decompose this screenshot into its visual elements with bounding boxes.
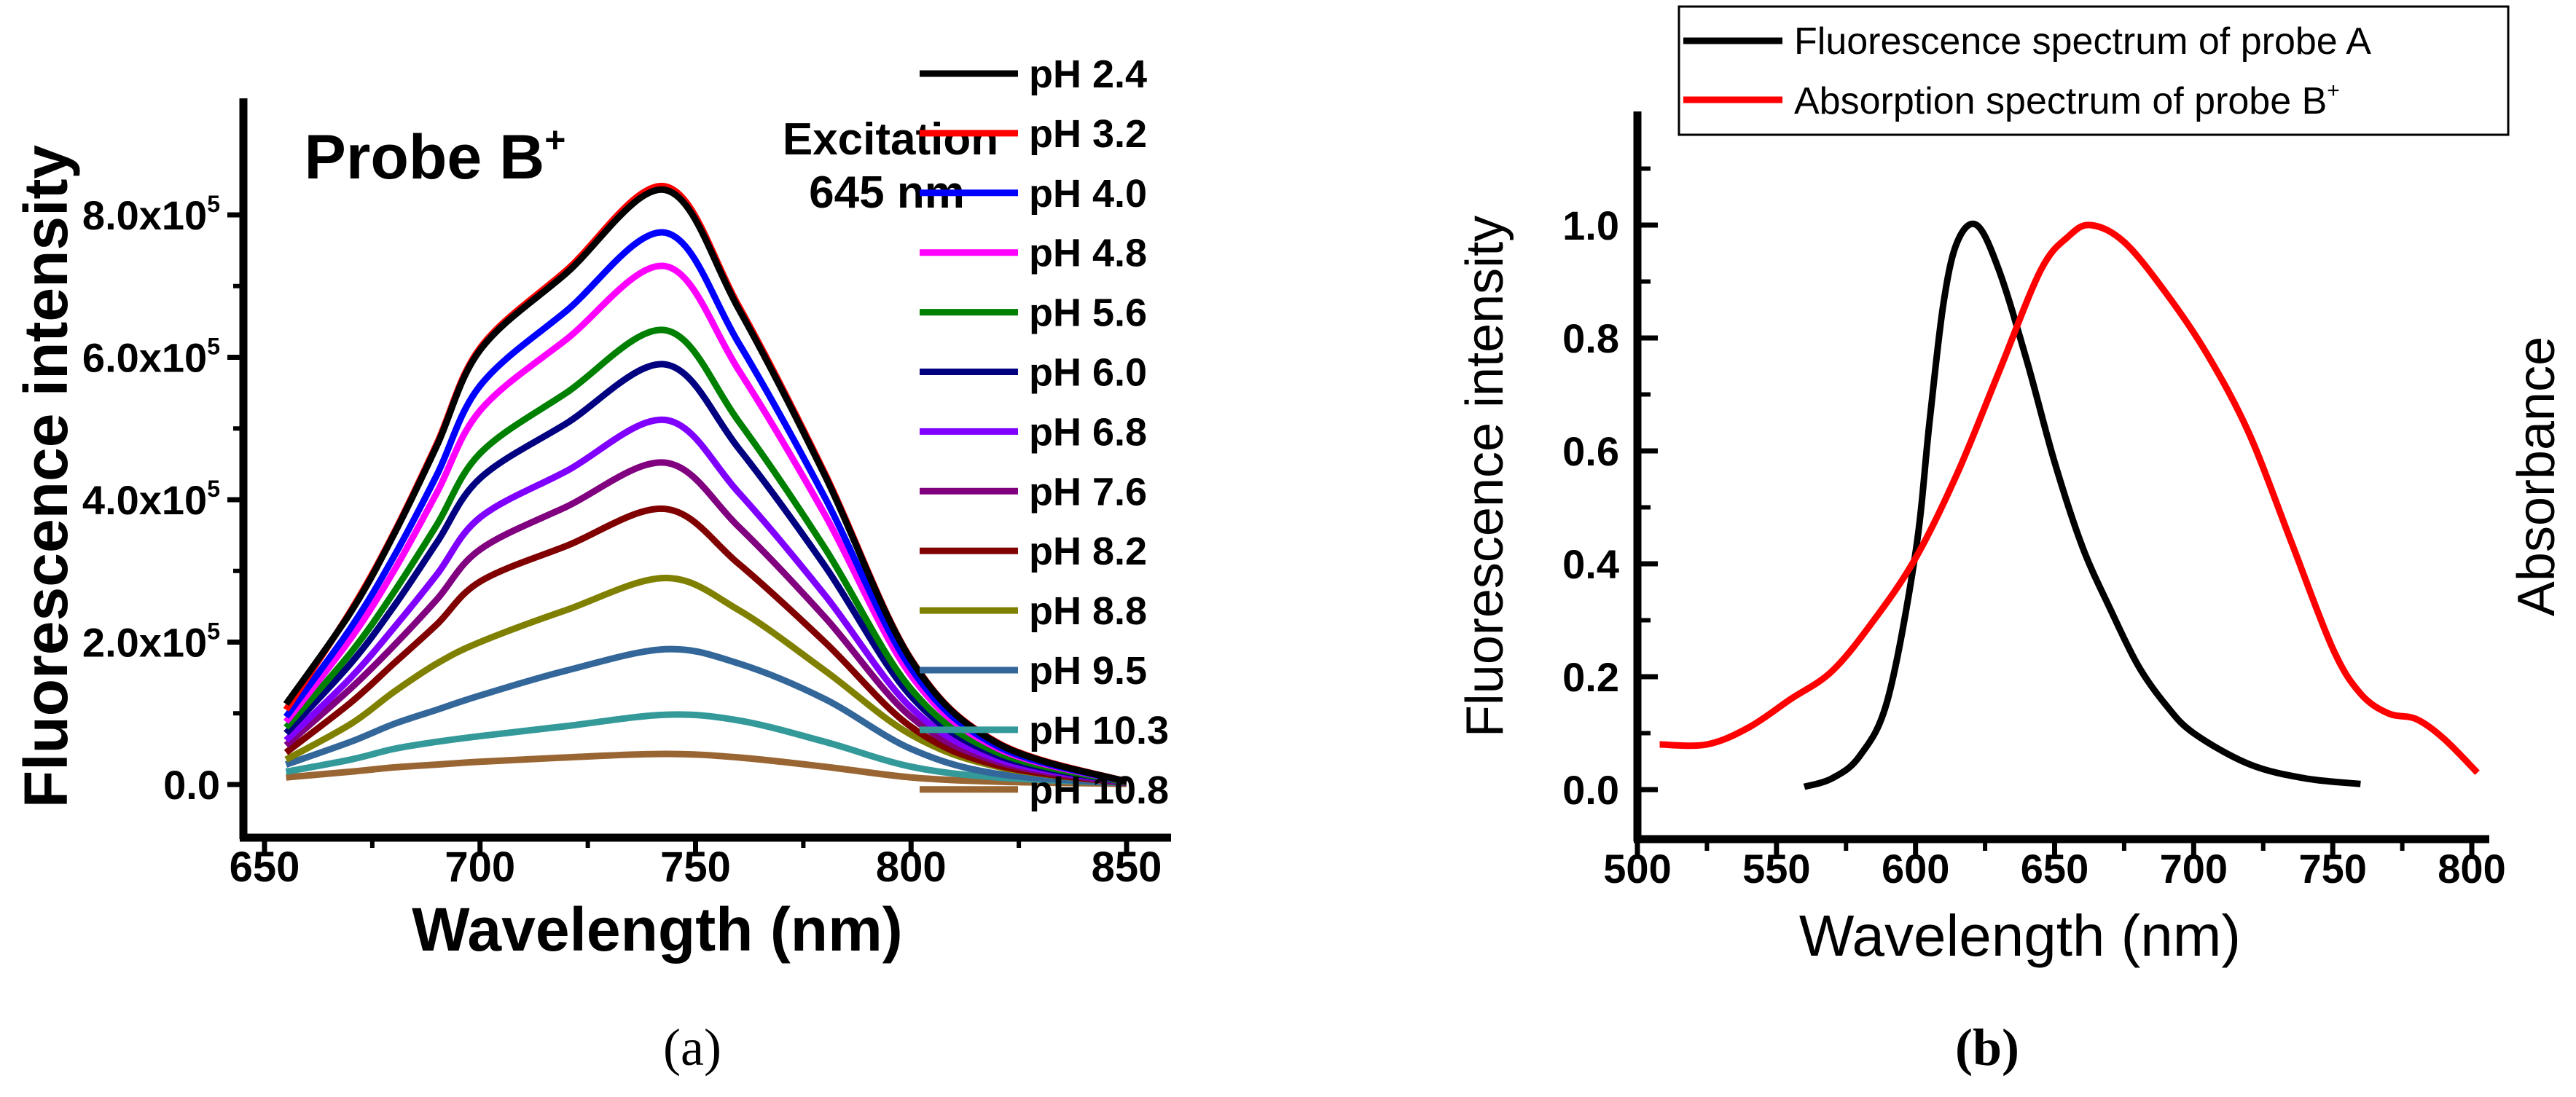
x-tick-label: 600 [1882,846,1949,892]
series-line-pH-4-0 [283,229,1128,785]
legend-label: pH 2.4 [1029,52,1147,96]
y-tick-label: 0.6 [1562,428,1619,474]
y-tick-label: 6.0x105 [82,334,220,381]
panel-a-y-axis-title: Fluorescence intensity [12,145,80,809]
legend-label: pH 4.8 [1029,232,1147,275]
panel-b-x-axis-title: Wavelength (nm) [1799,903,2241,968]
panel-b-legend-label-absorption: Absorption spectrum of probe B+ [1794,79,2340,122]
panel-b-ticks: 500 550 600 650 700 750 800 0.0 0.2 0.4 0.6 0.8 1.0 [1562,166,2506,892]
legend-label: pH 9.5 [1029,649,1147,693]
panel-b-y-axis-title: Fluorescence intensity [1456,216,1514,737]
panel-b-right-axis-title: Absorbance [2508,337,2566,616]
series-line-fluorescence-probe-a [1803,220,2361,790]
panel-a: 650 700 750 800 850 0.0 2.0x105 4.0x105 6.0x105 8… [12,52,1171,1077]
legend-label: pH 6.0 [1029,351,1147,395]
x-tick-label: 700 [445,844,515,891]
y-tick-label: 1.0 [1562,203,1619,248]
x-tick-label: 850 [1092,844,1162,891]
panel-b: 500 550 600 650 700 750 8000.00.20.40.60.81.0 … [1456,5,2566,1077]
panel-a-ticks: 650 700 750 800 850 0.0 2.0x105 4.0x105 6.0x105 8… [82,191,1162,891]
y-tick-label: 8.0x105 [82,191,220,238]
legend-label: pH 3.2 [1029,112,1147,156]
y-tick-label: 0.0 [163,762,220,808]
panel-b-caption: (b) [1955,1018,2019,1077]
panel-a-probe-annotation: Probe B+ [305,119,566,192]
panel-a-excitation-label: Excitation [783,114,998,165]
legend-label: pH 10.3 [1029,709,1169,752]
series-line-pH-5-6 [283,326,1128,786]
x-tick-label: 800 [876,844,947,891]
x-tick-label: 550 [1742,846,1810,892]
y-tick-label: 2.0x105 [82,618,220,666]
panel-b-legend: Fluorescence spectrum of probe A Absorpt… [1677,5,2510,136]
y-tick-label: 0.8 [1562,315,1619,361]
panel-a-caption: (a) [663,1018,721,1077]
series-line-pH-7-6 [283,459,1127,787]
series-line-pH-2-4 [283,186,1128,785]
series-line-pH-10-3 [285,711,1127,787]
x-tick-label: 750 [2298,846,2366,892]
x-tick-label: 650 [230,844,300,891]
y-tick-label: 4.0x105 [82,476,220,523]
series-line-pH-9-5 [285,645,1127,787]
panel-a-curves [283,182,1128,787]
x-tick-label: 650 [2021,846,2088,892]
x-tick-label: 500 [1603,846,1671,892]
panel-b-curves [1659,220,2480,790]
legend-label: pH 4.0 [1029,172,1147,216]
panel-a-legend: pH 2.4 pH 3.2 pH 4.0 pH 4.8 pH 5.6 pH 6.0 pH 6… [920,52,1169,812]
series-line-pH-6-8 [283,416,1127,786]
x-tick-label: 800 [2438,846,2505,892]
legend-label: pH 6.8 [1029,410,1147,454]
legend-label: pH 8.2 [1029,530,1147,573]
y-tick-label: 0.2 [1562,654,1619,700]
series-line-pH-6-0 [283,361,1127,786]
series-line-absorption-probe-b [1659,221,2480,775]
legend-label: pH 7.6 [1029,470,1147,514]
panel-b-legend-label-fluorescence: Fluorescence spectrum of probe A [1794,20,2371,63]
x-tick-label: 750 [660,844,731,891]
panel-b-legend-box [1677,5,2510,136]
legend-label: pH 5.6 [1029,291,1147,335]
x-tick-label: 700 [2160,846,2228,892]
series-line-pH-4-8 [283,262,1128,785]
series-line-pH-8-2 [283,505,1127,787]
legend-label: pH 10.8 [1029,768,1169,812]
panel-a-x-axis-title: Wavelength (nm) [412,895,903,964]
series-line-pH-10-8 [286,750,1127,787]
y-tick-label: 0.4 [1562,541,1619,587]
legend-label: pH 8.8 [1029,589,1147,633]
y-tick-label: 0.0 [1562,767,1619,813]
series-line-pH-8-8 [284,575,1127,787]
